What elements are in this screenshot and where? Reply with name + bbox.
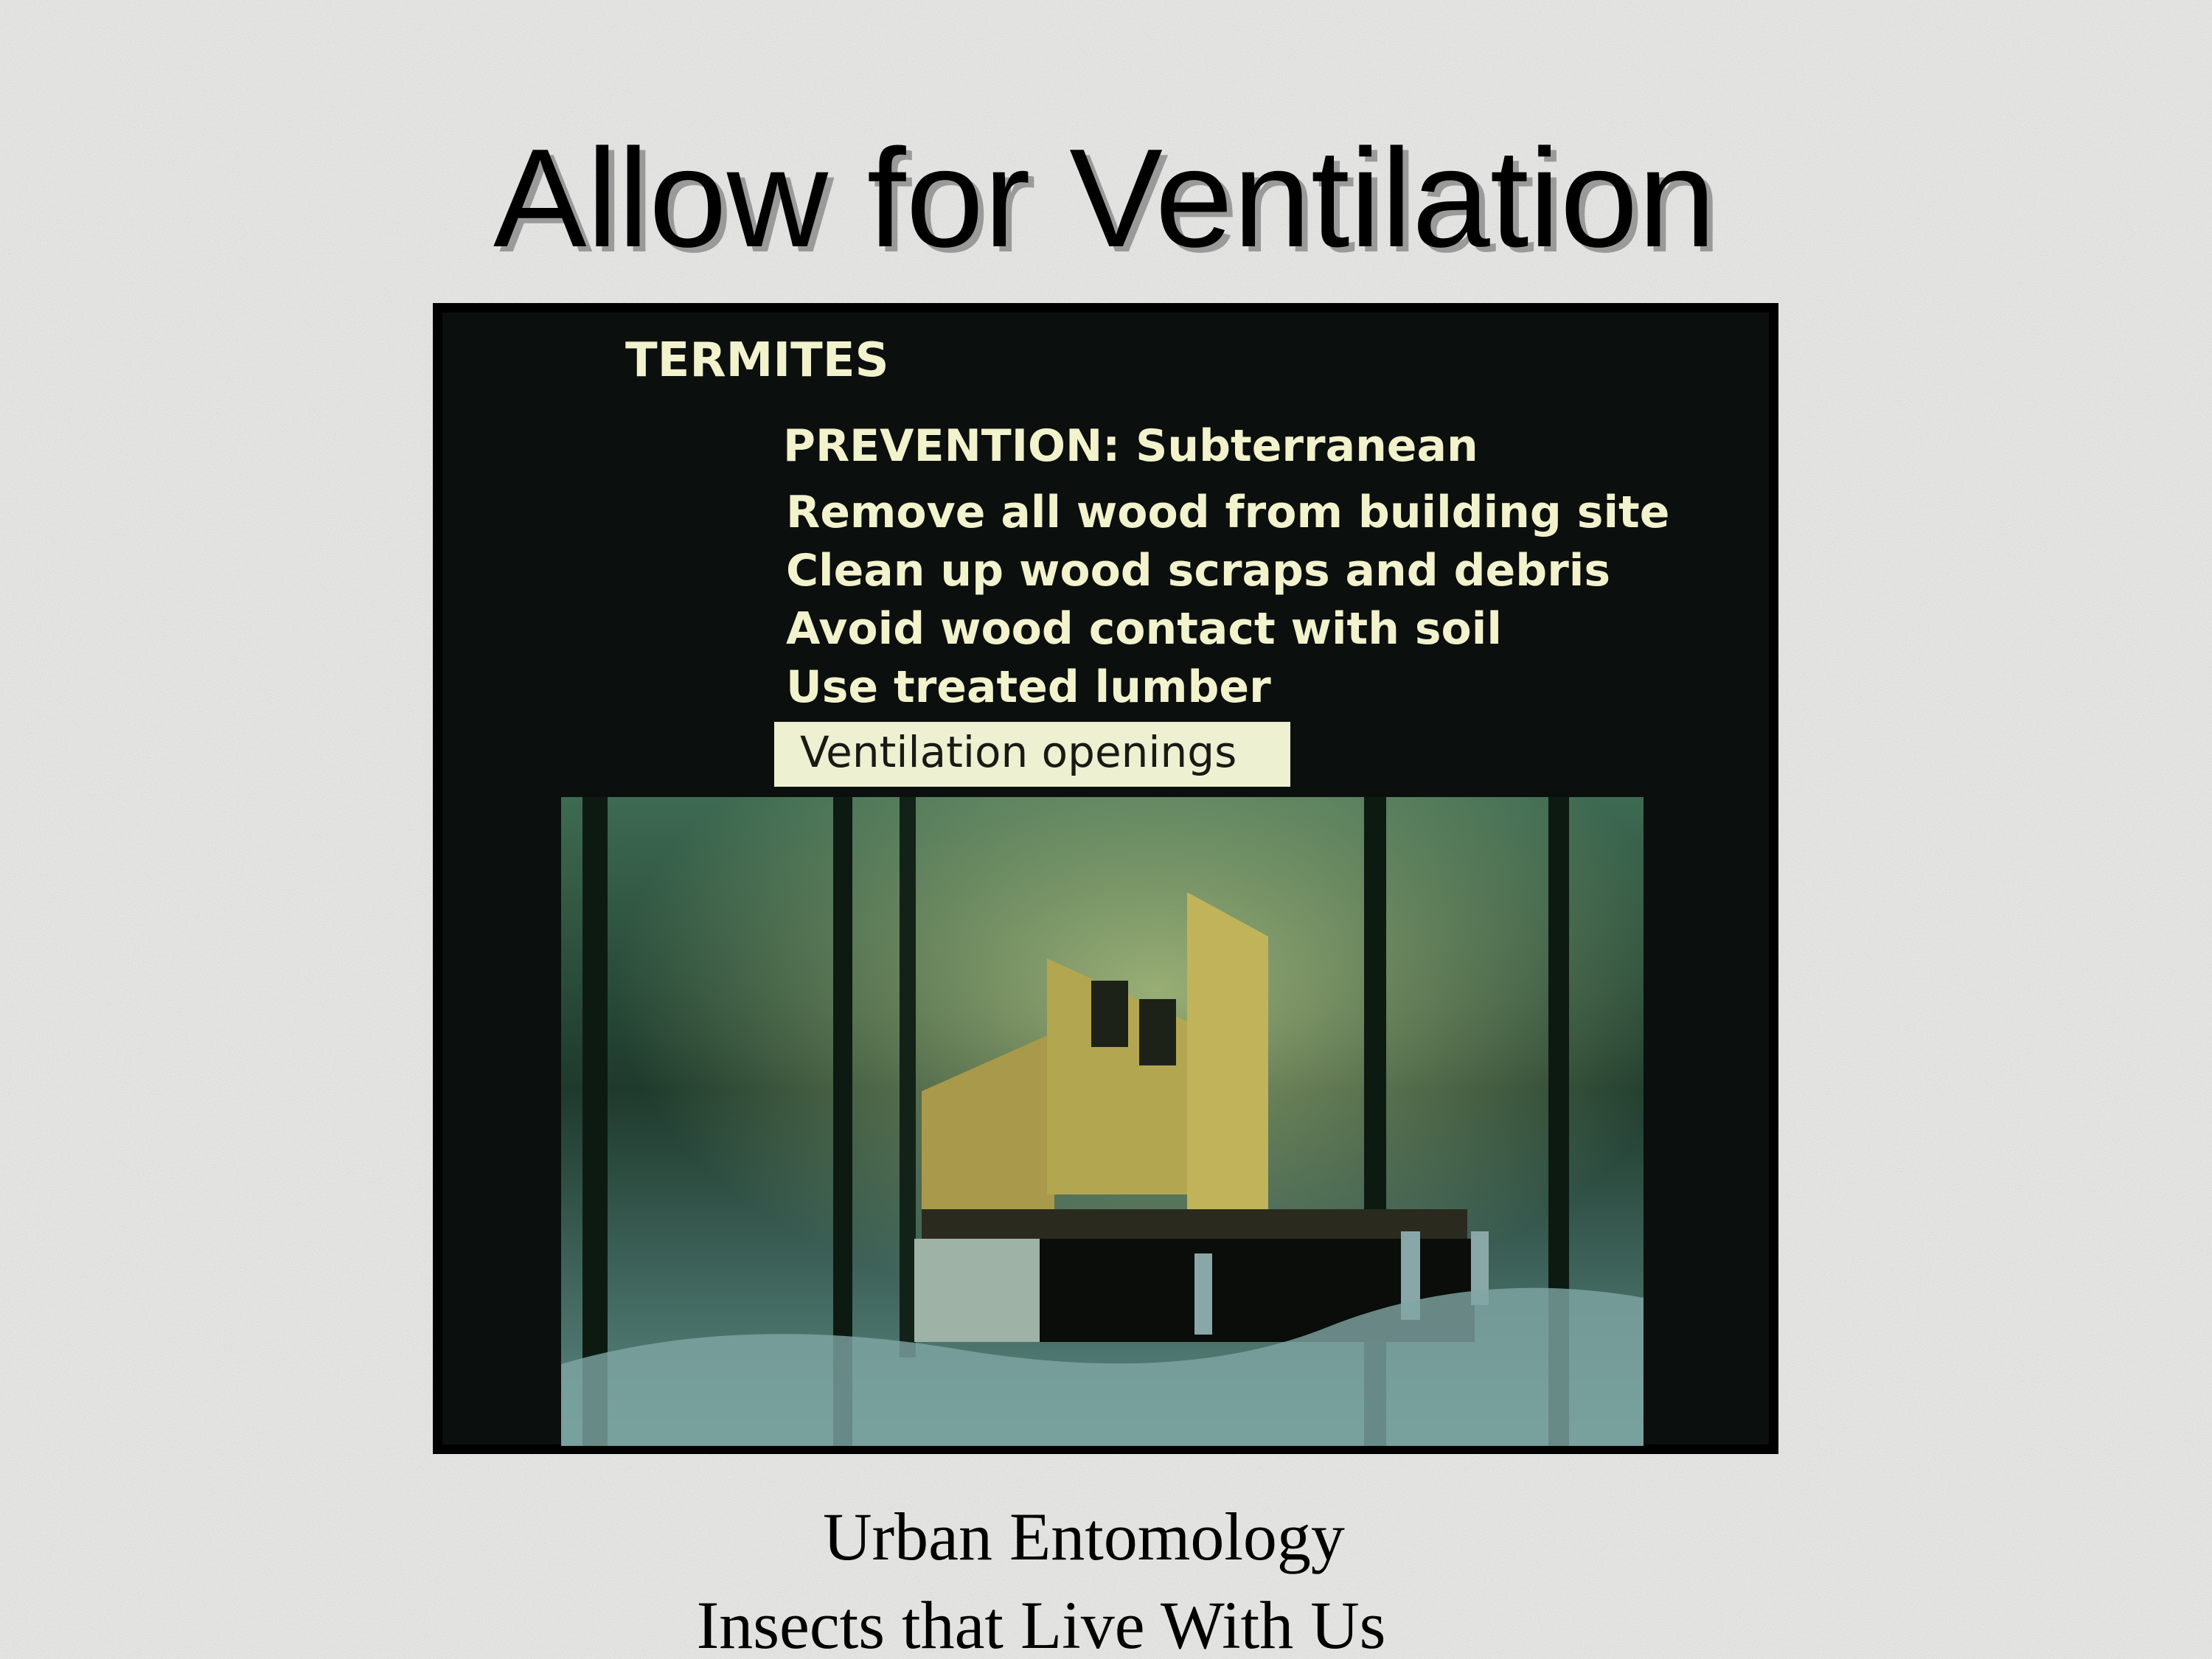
slide-items: Remove all wood from building site Clean …: [786, 487, 1669, 713]
slide-heading: TERMITES: [625, 333, 889, 388]
footer-line: Insects that Live With Us: [697, 1587, 1386, 1659]
footer-line: Urban Entomology: [823, 1499, 1345, 1574]
forest-scene: [561, 797, 1644, 1446]
title: Allow for Ventilation: [493, 120, 1716, 276]
slide-item: Avoid wood contact with soil: [786, 603, 1502, 655]
photo: TERMITES PREVENTION: Subterranean Remove…: [433, 303, 1778, 1454]
title-shadow: Allow for Ventilation: [499, 125, 1722, 282]
footer: Urban Entomology Insects that Live With U…: [697, 1499, 1386, 1659]
slide-highlight: Ventilation openings: [800, 727, 1237, 777]
highlight-box: [774, 722, 1290, 787]
slide-item: Use treated lumber: [786, 661, 1271, 713]
slide-item: Remove all wood from building site: [786, 487, 1669, 538]
slide-subheading: PREVENTION: Subterranean: [783, 420, 1478, 472]
slide-item: Clean up wood scraps and debris: [786, 545, 1610, 597]
